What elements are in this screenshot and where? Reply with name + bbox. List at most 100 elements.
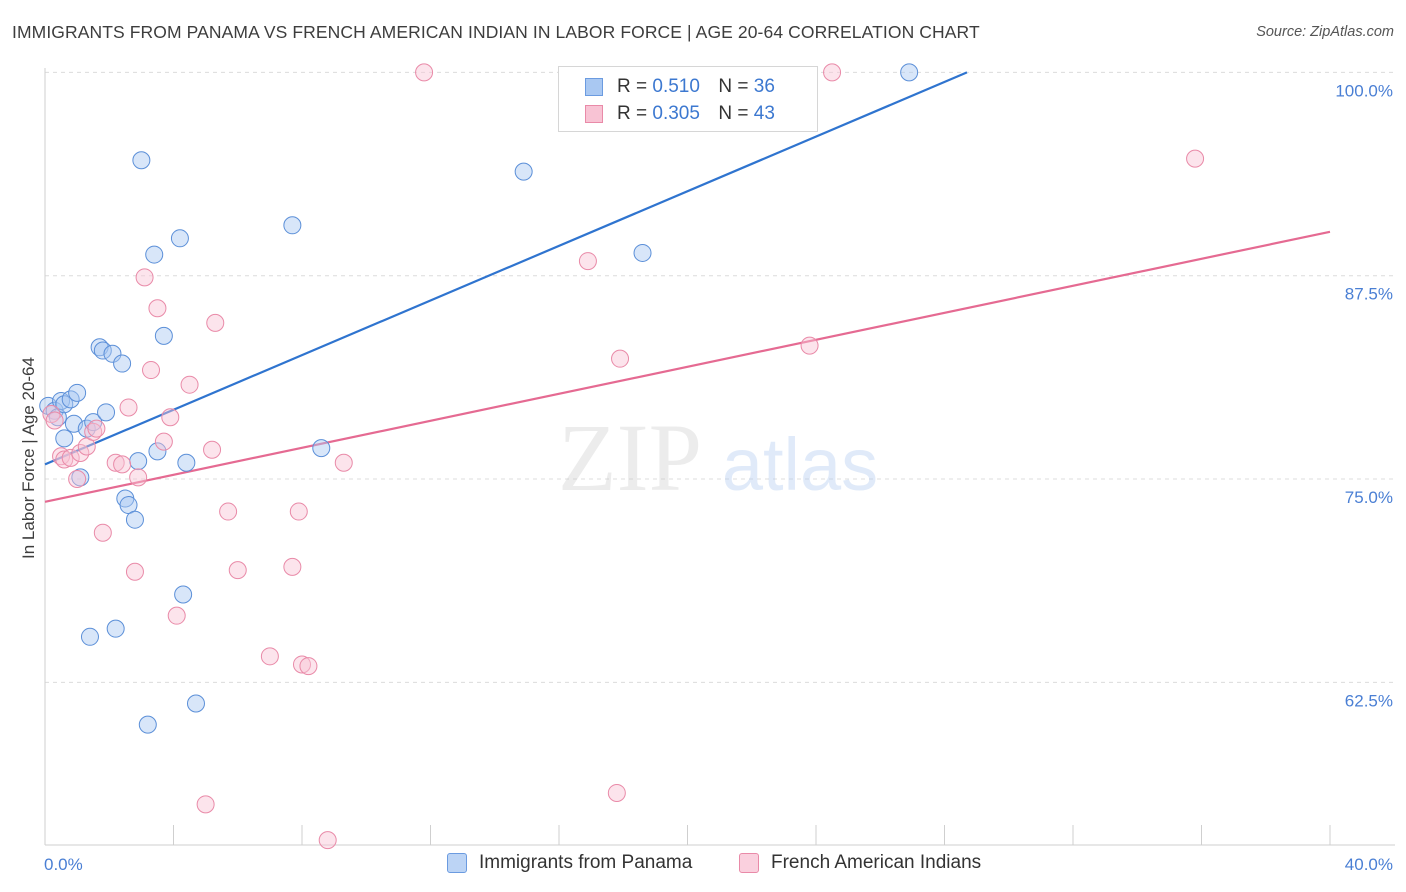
y-axis-label: In Labor Force | Age 20-64 xyxy=(19,357,38,559)
point-french-american-indian xyxy=(283,557,302,576)
watermark-zip: ZIP xyxy=(558,404,702,511)
point-french-american-indian xyxy=(55,450,74,469)
point-panama xyxy=(900,63,919,82)
point-french-american-indian xyxy=(113,455,132,474)
point-panama xyxy=(52,391,71,410)
point-french-american-indian xyxy=(415,63,434,82)
source-label: Source: ZipAtlas.com xyxy=(1256,24,1394,40)
point-french-american-indian xyxy=(334,453,353,472)
point-french-american-indian xyxy=(93,523,112,542)
point-panama xyxy=(154,326,173,345)
point-french-american-indian xyxy=(607,783,626,802)
r-label: R = xyxy=(617,103,648,124)
point-french-american-indian xyxy=(45,411,64,430)
r-value: 0.510 xyxy=(652,76,700,97)
y-tick-label: 75.0% xyxy=(1345,488,1393,507)
legend-label-french-american-indian: French American Indians xyxy=(771,852,982,873)
point-panama xyxy=(61,390,80,409)
point-french-american-indian xyxy=(800,336,819,355)
data-points xyxy=(39,63,1205,850)
point-french-american-indian xyxy=(206,313,225,332)
point-panama xyxy=(170,229,189,248)
axes xyxy=(44,68,1395,846)
y-tick-label: 87.5% xyxy=(1345,285,1393,304)
point-panama xyxy=(55,429,74,448)
point-french-american-indian xyxy=(68,470,87,489)
french-american-indian-swatch xyxy=(585,105,603,123)
legend-label-panama: Immigrants from Panama xyxy=(479,852,693,873)
legend-swatch-panama xyxy=(447,853,467,873)
point-french-american-indian xyxy=(125,562,144,581)
point-panama xyxy=(138,715,157,734)
point-french-american-indian xyxy=(87,419,106,438)
point-french-american-indian xyxy=(180,375,199,394)
chart-title: IMMIGRANTS FROM PANAMA VS FRENCH AMERICA… xyxy=(12,22,980,42)
point-french-american-indian xyxy=(135,268,154,287)
point-panama xyxy=(148,442,167,461)
series-legend: Immigrants from Panama French American I… xyxy=(0,852,1406,876)
point-french-american-indian xyxy=(84,422,103,441)
point-french-american-indian xyxy=(611,349,630,368)
point-french-american-indian xyxy=(196,795,215,814)
legend-item-french-american-indian[interactable]: French American Indians xyxy=(739,852,981,874)
point-panama xyxy=(113,354,132,373)
point-french-american-indian xyxy=(578,252,597,271)
point-french-american-indian xyxy=(142,361,161,380)
point-french-american-indian xyxy=(823,63,842,82)
point-panama xyxy=(80,627,99,646)
point-panama xyxy=(93,341,112,360)
point-panama xyxy=(129,452,148,471)
point-panama xyxy=(186,694,205,713)
point-french-american-indian xyxy=(119,398,138,417)
n-value: 43 xyxy=(753,103,775,124)
point-panama xyxy=(514,162,533,181)
point-french-american-indian xyxy=(148,299,167,318)
point-panama xyxy=(106,619,125,638)
legend-swatch-french-american-indian xyxy=(739,853,759,873)
point-panama xyxy=(174,585,193,604)
axis-labels: 62.5% 75.0% 87.5% 100.0% 0.0% 40.0% In Labor F… xyxy=(19,81,1393,874)
point-panama xyxy=(132,151,151,170)
point-french-american-indian xyxy=(106,453,125,472)
point-panama xyxy=(125,510,144,529)
point-panama xyxy=(145,245,164,264)
watermark: ZIP atlas xyxy=(558,404,878,511)
point-french-american-indian xyxy=(289,502,308,521)
r-label: R = xyxy=(617,76,648,97)
y-tick-label: 100.0% xyxy=(1335,81,1393,100)
watermark-atlas: atlas xyxy=(722,423,878,506)
n-label: N = xyxy=(718,103,749,124)
stats-row-panama: R = 0.510 N = 36 xyxy=(585,74,775,100)
trend-lines xyxy=(44,71,1331,503)
point-french-american-indian xyxy=(129,468,148,487)
point-french-american-indian xyxy=(260,647,279,666)
point-panama xyxy=(312,439,331,458)
point-french-american-indian xyxy=(52,447,71,466)
point-panama xyxy=(103,344,122,363)
trend-line-french-american-indian xyxy=(44,230,1331,503)
point-french-american-indian xyxy=(293,655,311,674)
point-french-american-indian xyxy=(219,502,238,521)
point-panama xyxy=(177,453,196,472)
stats-row-french-american-indian: R = 0.305 N = 43 xyxy=(585,101,775,127)
r-value: 0.305 xyxy=(652,103,700,124)
point-french-american-indian xyxy=(228,561,247,580)
point-french-american-indian xyxy=(203,440,222,459)
point-french-american-indian xyxy=(318,831,337,850)
stats-legend: R = 0.510 N = 36 R = 0.305 N = 43 xyxy=(558,66,818,132)
point-panama xyxy=(283,216,302,235)
point-french-american-indian xyxy=(61,448,80,467)
point-french-american-indian xyxy=(299,657,318,676)
point-french-american-indian xyxy=(161,408,180,427)
point-french-american-indian xyxy=(167,606,186,625)
x-tick-label: 0.0% xyxy=(44,855,83,874)
n-value: 36 xyxy=(753,76,775,97)
legend-item-panama[interactable]: Immigrants from Panama xyxy=(447,852,692,874)
panama-swatch xyxy=(585,78,603,96)
point-panama xyxy=(71,468,90,487)
n-label: N = xyxy=(718,76,749,97)
point-panama xyxy=(97,403,116,422)
point-french-american-indian xyxy=(71,444,90,463)
point-panama xyxy=(68,383,87,402)
